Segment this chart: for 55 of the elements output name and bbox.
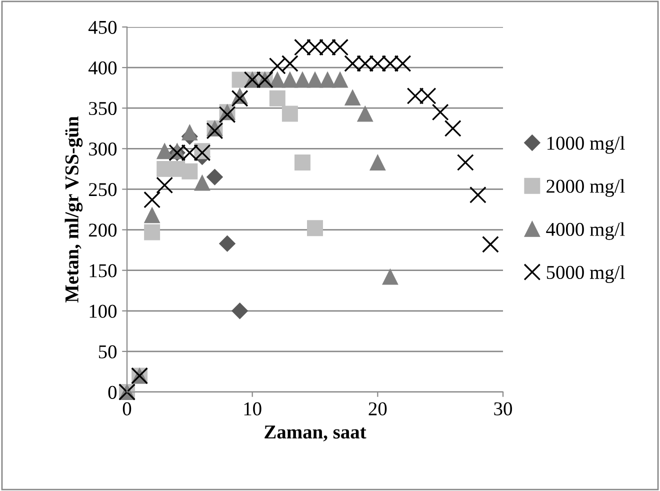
point: [156, 176, 174, 194]
point: [469, 186, 486, 204]
legend-label: 2000 mg/l: [546, 179, 625, 197]
legend-label: 1000 mg/l: [547, 136, 625, 154]
point: [269, 72, 286, 88]
point: [432, 104, 449, 121]
point: [282, 72, 298, 88]
point: [232, 302, 248, 320]
point: [144, 191, 161, 208]
y-tick-label: 450: [88, 20, 117, 34]
y-tick-label: 300: [89, 142, 117, 156]
point: [370, 154, 386, 170]
point: [307, 72, 323, 88]
y-tick-label: 250: [88, 183, 117, 196]
point: [294, 154, 310, 170]
x-tick-label: 0: [122, 402, 132, 416]
point: [281, 55, 298, 72]
x-tick-label: 20: [368, 402, 387, 416]
point: [282, 106, 298, 122]
point: [269, 90, 286, 106]
y-tick-label: 350: [89, 102, 117, 116]
point: [218, 106, 236, 124]
point: [194, 174, 210, 191]
point: [482, 236, 499, 253]
x-tick-label: 30: [494, 402, 512, 416]
point: [182, 163, 198, 180]
y-tick-label: 150: [90, 264, 117, 278]
point: [219, 235, 236, 252]
point: [357, 106, 374, 122]
y-tick-label: 0: [108, 386, 117, 399]
point: [382, 268, 398, 285]
y-tick-label: 100: [90, 304, 117, 318]
point: [344, 90, 361, 106]
y-tick-label: 400: [88, 61, 117, 74]
point: [182, 124, 198, 140]
x-tick-label: 10: [244, 402, 262, 416]
point: [444, 120, 462, 137]
y-tick-label: 200: [88, 224, 117, 237]
point: [268, 57, 286, 74]
point: [456, 154, 474, 171]
y-axis-title: Metan, ml/gr VSS-gün: [64, 116, 83, 303]
point: [206, 168, 223, 186]
point: [144, 224, 160, 240]
point: [307, 220, 323, 236]
legend-label: 4000 mg/l: [546, 222, 625, 240]
point: [206, 122, 224, 140]
point: [231, 90, 248, 107]
point: [320, 72, 336, 88]
point: [294, 72, 310, 88]
x-axis-title: Zaman, saat: [264, 426, 366, 442]
legend-label: 5000 mg/l: [546, 265, 625, 284]
point: [144, 207, 160, 224]
point: [156, 143, 173, 160]
point: [332, 72, 348, 88]
y-tick-label: 50: [98, 345, 117, 358]
